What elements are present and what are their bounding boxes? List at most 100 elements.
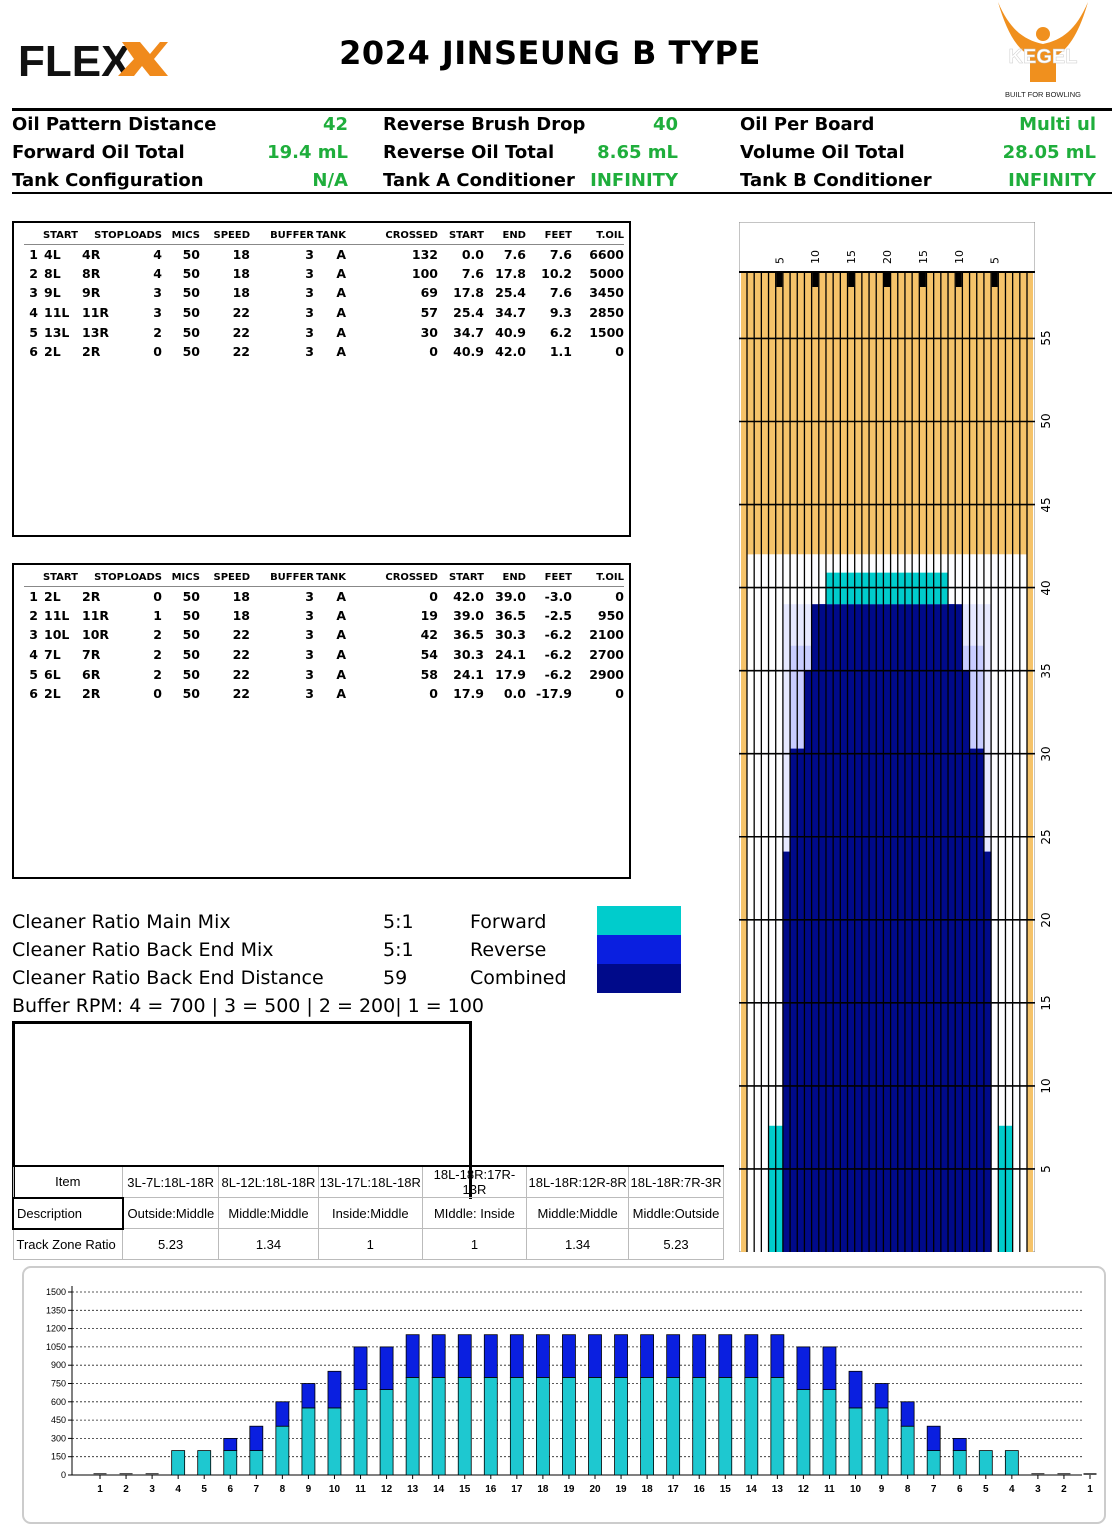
x-tick-label: 19 (615, 1484, 627, 1495)
x-tick-label: 9 (306, 1484, 312, 1495)
x-tick-label: 17 (668, 1484, 680, 1495)
table-cell: A (336, 647, 346, 663)
table-cell: 17.9 (453, 686, 484, 702)
table-cell: A (336, 305, 346, 321)
table-cell: 9R (82, 285, 101, 301)
distance-label: 50 (1039, 413, 1053, 430)
x-tick-label: 11 (824, 1484, 835, 1495)
table-cell: 50 (182, 647, 200, 663)
table-cell: 5 (29, 324, 38, 340)
table-cell: 24.1 (453, 666, 484, 682)
table-cell: 5000 (589, 265, 624, 281)
table-cell: 10R (82, 627, 110, 643)
x-tick-label: 7 (931, 1484, 937, 1495)
col-header: START (38, 227, 78, 245)
table-row: 3 9L 9R 3 50 18 3 A 69 17.8 25.4 7.6 3450 (24, 283, 624, 303)
table-cell: 50 (182, 607, 200, 623)
reverse-bar (926, 1425, 941, 1451)
reverse-bar (275, 1401, 290, 1427)
arrow-marker-icon (919, 272, 926, 287)
flex-logo: FLEX (18, 37, 168, 82)
forward-bar (562, 1377, 576, 1476)
table-cell: 18 (232, 246, 250, 262)
track-zone-cell: 13L-17L:18L-18R (317, 1165, 423, 1198)
distance-label: 10 (1039, 1078, 1053, 1094)
table-cell: 0 (153, 344, 162, 360)
col-header: END (484, 227, 526, 245)
x-tick-label: 5 (201, 1484, 207, 1495)
tank-b-conditioner-label: Tank B Conditioner (740, 170, 932, 191)
table-cell: 2R (82, 588, 101, 604)
reverse-table-header: START STOP LOADS MICS SPEED BUFFER TANK … (24, 569, 624, 587)
col-header: STOP (78, 227, 124, 245)
track-zone-cell: Inside:Middle (317, 1197, 423, 1229)
forward-bar (770, 1377, 785, 1476)
distance-label: 15 (1039, 995, 1053, 1011)
forward-bar (666, 1377, 681, 1476)
notes-box (12, 1021, 472, 1199)
forward-bar (796, 1389, 811, 1476)
reverse-bar (535, 1334, 550, 1378)
table-cell: 10L (44, 627, 70, 643)
table-cell: 9L (44, 285, 61, 301)
phoenix-icon (998, 2, 1088, 82)
track-zone-cell: 1.34 (218, 1228, 319, 1260)
table-cell: 24.1 (495, 647, 526, 663)
tank-configuration-value: N/A (312, 170, 348, 191)
forward-bar (327, 1407, 342, 1476)
table-cell: 1 (29, 246, 38, 262)
table-row: 1 4L 4R 4 50 18 3 A 132 0.0 7.6 7.6 6600 (24, 244, 624, 264)
table-cell: 30.3 (495, 627, 526, 643)
table-cell: A (336, 607, 346, 623)
table-cell: 22 (232, 305, 250, 321)
volume-oil-total-label: Volume Oil Total (740, 142, 905, 163)
table-cell: 6R (82, 666, 101, 682)
table-cell: 2R (82, 686, 101, 702)
table-cell: 4 (29, 305, 38, 321)
table-cell: 3 (305, 647, 314, 663)
table-cell: 22 (232, 627, 250, 643)
track-zone-ratio-row: Track Zone Ratio 5.23 1.34 1 1 1.34 5.23 (12, 1228, 724, 1260)
col-header: LOADS (124, 569, 162, 587)
table-cell: 34.7 (453, 324, 484, 340)
lane-oil-graph: 5 10 15 20 15 10 5 (739, 222, 1035, 1252)
track-zone-cell: 5.23 (628, 1228, 724, 1260)
tank-a-conditioner-value: INFINITY (590, 170, 678, 191)
reverse-bar (770, 1334, 785, 1378)
reverse-program-table: START STOP LOADS MICS SPEED BUFFER TANK … (12, 563, 631, 879)
table-row: 5 6L 6R 2 50 22 3 A 58 24.1 17.9 -6.2 2900 (24, 664, 624, 684)
forward-bar (822, 1389, 837, 1476)
x-tick-label: 6 (957, 1484, 963, 1495)
table-cell: 8R (82, 265, 101, 281)
table-cell: 0 (615, 686, 624, 702)
legend-reverse-swatch (597, 935, 681, 964)
reverse-table-body: 1 2L 2R 0 50 18 3 A 0 42.0 39.0 -3.0 0 2 11L 11R 1 50 18 3 A… (24, 586, 624, 704)
reverse-brush-drop-value: 40 (652, 114, 678, 135)
col-header: T.OIL (572, 569, 624, 587)
table-cell: 25.4 (495, 285, 526, 301)
table-cell: -6.2 (544, 647, 572, 663)
table-cell: 50 (182, 265, 200, 281)
summary-bottom-rule (12, 192, 1112, 194)
forward-bar (431, 1377, 446, 1476)
col-header: SPEED (200, 569, 250, 587)
x-tick-label: 18 (642, 1484, 654, 1495)
x-tick-label: 12 (381, 1484, 393, 1495)
table-cell: A (336, 265, 346, 281)
col-header: SPEED (200, 227, 250, 245)
table-cell: 0 (429, 588, 438, 604)
table-cell: -2.5 (544, 607, 572, 623)
x-tick-label: 16 (485, 1484, 497, 1495)
kegel-logo: KEGEL BUILT FOR BOWLING (998, 2, 1088, 99)
y-tick-label: 1500 (46, 1287, 66, 1297)
table-cell: 39.0 (453, 607, 484, 623)
x-tick-label: 1 (1087, 1484, 1093, 1495)
x-tick-label: 12 (798, 1484, 810, 1495)
table-cell: 3 (29, 285, 38, 301)
y-tick-label: 450 (51, 1415, 66, 1425)
col-header: BUFFER (250, 227, 314, 245)
table-cell: 50 (182, 344, 200, 360)
table-cell: -6.2 (544, 666, 572, 682)
reverse-bar (718, 1334, 733, 1378)
